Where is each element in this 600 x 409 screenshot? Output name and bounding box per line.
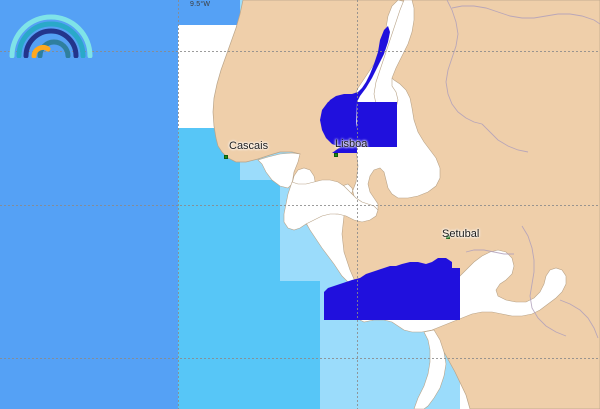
data-cell[interactable]	[178, 0, 240, 25]
place-dot-icon	[224, 155, 228, 159]
highlight-lisboa-triangle[interactable]	[332, 135, 357, 153]
place-dot-icon	[334, 153, 338, 157]
logo-arc-third	[23, 28, 79, 59]
highlight-sado-block[interactable]	[360, 258, 460, 320]
data-cell[interactable]	[320, 358, 360, 409]
logo-arc-inner-orange	[31, 44, 51, 59]
river-lines	[445, 0, 600, 339]
rainbow-arc-logo[interactable]	[7, 8, 95, 59]
logo-arc-second	[16, 21, 86, 59]
logo-arc-inner-teal	[37, 39, 71, 59]
data-cell[interactable]	[280, 281, 320, 358]
data-cell[interactable]	[240, 205, 280, 358]
data-cell[interactable]	[240, 180, 280, 205]
data-cell[interactable]	[0, 51, 178, 205]
sado-inlet-fingers	[413, 329, 447, 409]
place-label: Setubal	[442, 228, 480, 240]
highlight-tagus-lobe[interactable]	[320, 96, 357, 147]
data-cell[interactable]	[240, 358, 320, 409]
logo-arc-outer	[9, 14, 93, 59]
data-cell[interactable]	[0, 205, 178, 358]
place-label: Cascais	[229, 140, 269, 152]
highlight-sado-west-tail[interactable]	[324, 278, 360, 320]
data-cell[interactable]	[0, 358, 178, 409]
place-label: Lisboa	[335, 138, 368, 150]
place-dot-icon	[446, 235, 450, 239]
highlight-tagus-block[interactable]	[357, 102, 397, 147]
graticule-label: 9.5°W	[190, 1, 211, 8]
data-cell[interactable]	[178, 358, 240, 409]
data-cell[interactable]	[178, 25, 218, 51]
data-cell[interactable]	[178, 205, 240, 358]
